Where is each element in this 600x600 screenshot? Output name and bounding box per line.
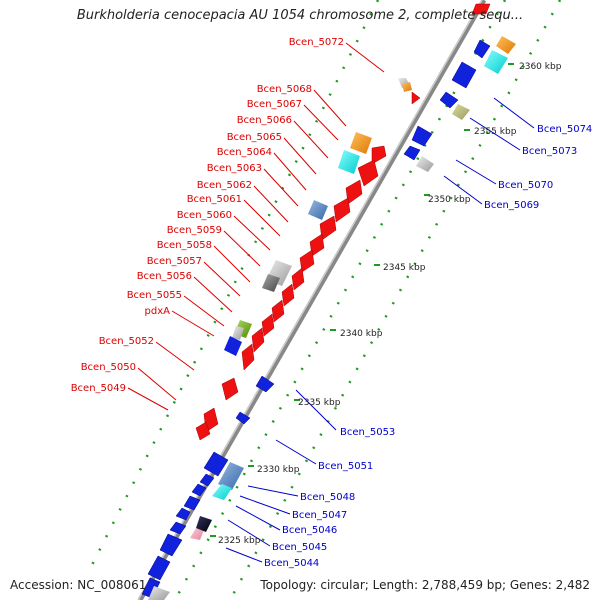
feature-boxes-right (148, 36, 516, 600)
gene-label[interactable]: Bcen_5044 (264, 558, 319, 569)
gene-arrow (299, 249, 315, 273)
scale-label: 2325 kbp (218, 536, 261, 546)
gene-arrow (169, 521, 187, 535)
leader-lines-left (127, 42, 385, 411)
gene-label[interactable]: Bcen_5070 (498, 180, 553, 191)
gene-label[interactable]: Bcen_5055 (127, 290, 182, 301)
gene-label[interactable]: Bcen_5046 (282, 525, 337, 536)
scale-labels: 2360 kbp 2355 kbp 2350 kbp 2345 kbp 2340… (218, 62, 562, 546)
gene-label[interactable]: Bcen_5056 (137, 271, 192, 282)
gene-arrow (241, 343, 255, 371)
gene-block-top (471, 3, 491, 15)
gene-arrow (251, 327, 265, 353)
gene-label[interactable]: Bcen_5068 (257, 84, 312, 95)
scale-label: 2335 kbp (298, 398, 341, 408)
gene-arrow (235, 411, 251, 425)
scale-label: 2340 kbp (340, 329, 383, 339)
gene-label[interactable]: Bcen_5069 (484, 200, 539, 211)
gene-label[interactable]: Bcen_5058 (157, 240, 212, 251)
gene-label[interactable]: Bcen_5059 (167, 225, 222, 236)
gene-label[interactable]: Bcen_5057 (147, 256, 202, 267)
gene-label[interactable]: Bcen_5073 (522, 146, 577, 157)
gene-arrow (195, 421, 211, 441)
gene-arrow (411, 125, 433, 147)
gene-arrow (203, 451, 229, 477)
topology-text: Topology: circular; Length: 2,788,459 bp… (260, 578, 590, 592)
gene-labels-right: Bcen_5074 Bcen_5073 Bcen_5070 Bcen_5069 … (264, 124, 592, 569)
scale-label: 2345 kbp (383, 263, 426, 273)
forward-genes (195, 3, 491, 441)
gene-label[interactable]: Bcen_5050 (81, 362, 136, 373)
map-title: Burkholderia cenocepacia AU 1054 chromos… (76, 8, 524, 23)
gene-arrow (411, 91, 421, 105)
gc-dot-track-left (90, 0, 380, 566)
gene-arrow (439, 91, 459, 109)
gene-arrow (147, 555, 171, 581)
gene-label[interactable]: Bcen_5063 (207, 163, 262, 174)
scale-label: 2350 kbp (428, 195, 471, 205)
gene-label[interactable]: Bcen_5060 (177, 210, 232, 221)
gene-arrow (281, 283, 295, 307)
gene-arrow (221, 377, 239, 401)
gene-arrow (473, 39, 491, 59)
gene-arrow (255, 375, 275, 393)
gene-arrow (403, 145, 421, 161)
gene-label[interactable]: Bcen_5072 (289, 37, 344, 48)
reverse-genes (141, 39, 491, 599)
gene-arrow (333, 197, 351, 223)
gene-arrow (371, 145, 387, 165)
scale-label: 2330 kbp (257, 465, 300, 475)
gene-arrow (261, 313, 275, 337)
gene-label[interactable]: Bcen_5064 (217, 147, 272, 158)
gene-arrow (183, 495, 201, 511)
gene-label[interactable]: pdxA (145, 306, 171, 317)
gene-label[interactable]: Bcen_5052 (99, 336, 154, 347)
gene-arrow (191, 483, 207, 497)
leader-lines-right (225, 97, 535, 563)
gene-label[interactable]: Bcen_5053 (340, 427, 395, 438)
gene-arrow (199, 473, 215, 487)
gene-label[interactable]: Bcen_5062 (197, 180, 252, 191)
gene-label[interactable]: Bcen_5048 (300, 492, 355, 503)
gene-arrow (159, 533, 183, 557)
gene-label[interactable]: Bcen_5065 (227, 132, 282, 143)
gene-arrow (451, 61, 477, 89)
feature-boxes-left (190, 78, 412, 540)
scale-ticks (210, 63, 514, 537)
gene-arrow (291, 267, 305, 291)
gc-dot-track-right (228, 0, 562, 600)
accession-text: Accession: NC_008061 (10, 578, 147, 592)
gene-label[interactable]: Bcen_5045 (272, 542, 327, 553)
gene-label[interactable]: Bcen_5061 (187, 194, 242, 205)
scale-label: 2355 kbp (474, 127, 517, 137)
gene-label[interactable]: Bcen_5066 (237, 115, 292, 126)
gc-content-track (90, 0, 562, 600)
gene-label[interactable]: Bcen_5051 (318, 461, 373, 472)
gene-labels-left: Bcen_5072 Bcen_5068 Bcen_5067 Bcen_5066 … (71, 37, 344, 394)
gene-arrow (271, 299, 285, 323)
gene-arrow (175, 507, 191, 521)
gc-dot-track-inner (173, 0, 507, 600)
gene-arrow (357, 159, 379, 187)
gene-label[interactable]: Bcen_5047 (292, 510, 347, 521)
gene-label[interactable]: Bcen_5074 (537, 124, 592, 135)
gene-label[interactable]: Bcen_5067 (247, 99, 302, 110)
gene-label[interactable]: Bcen_5049 (71, 383, 126, 394)
scale-label: 2360 kbp (519, 62, 562, 72)
